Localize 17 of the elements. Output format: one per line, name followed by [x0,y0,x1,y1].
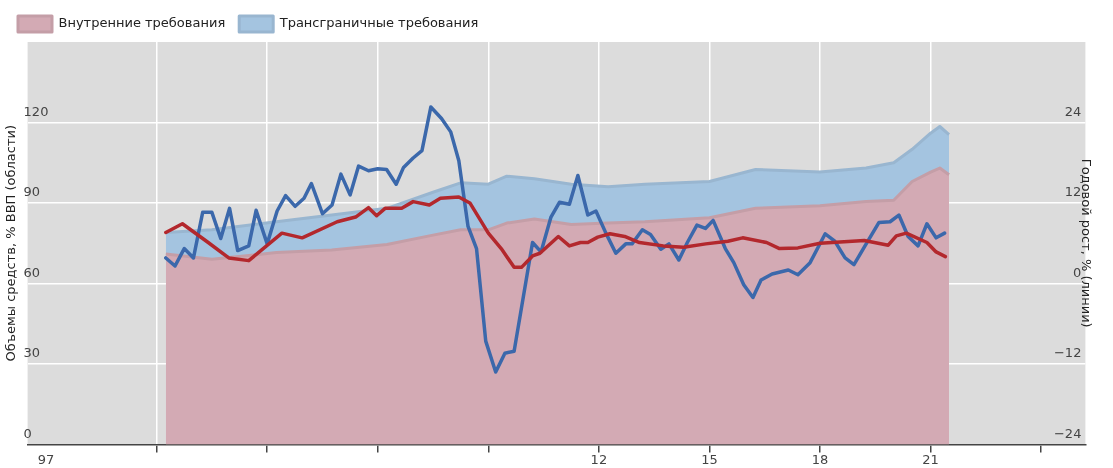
y-tick-label: 30 [23,345,41,361]
x-tick-label: 97 [37,451,55,467]
y2-tick-label: 24 [1064,103,1082,119]
legend-label: Внутренние требования [58,15,226,31]
y-axis-title: Объемы средств, % ВВП (области) [3,124,19,362]
legend-label: Трансграничные требования [278,15,479,31]
y-tick-label: 90 [23,184,41,200]
x-tick-label: 21 [922,451,939,467]
x-tick-label: 12 [590,451,608,467]
y-tick-label: 120 [23,103,49,119]
y-tick-label: 60 [23,264,41,280]
x-tick-label: 18 [811,451,829,467]
y2-tick-label: 12 [1064,184,1082,200]
y2-tick-label: −24 [1053,425,1082,441]
x-tick-label: 15 [701,451,718,467]
y-tick-label: 0 [23,425,32,441]
y2-tick-label: −12 [1053,345,1082,361]
